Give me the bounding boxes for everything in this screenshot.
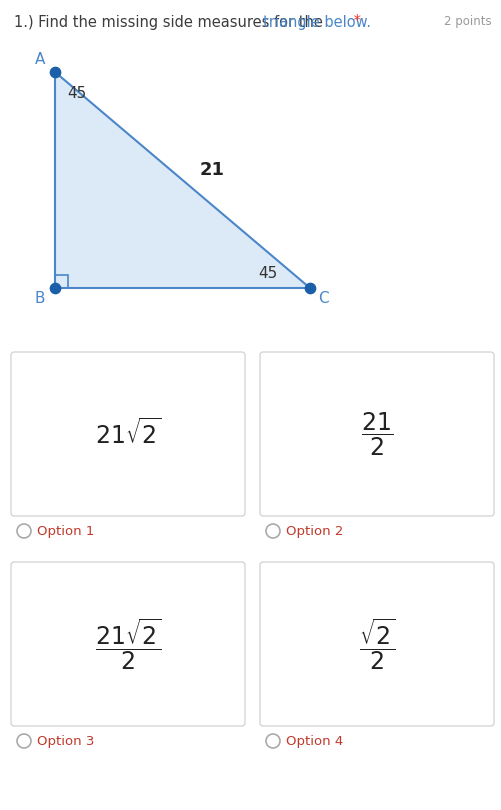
Polygon shape	[55, 72, 310, 288]
FancyBboxPatch shape	[260, 352, 493, 516]
Text: Option 2: Option 2	[286, 525, 343, 538]
Text: *: *	[349, 15, 361, 29]
FancyBboxPatch shape	[11, 352, 244, 516]
FancyBboxPatch shape	[260, 562, 493, 726]
Text: 21: 21	[199, 161, 224, 179]
Text: A: A	[35, 52, 45, 67]
Text: triangle below.: triangle below.	[262, 15, 370, 29]
Point	[51, 66, 59, 79]
Text: 45: 45	[67, 87, 86, 101]
Text: Option 3: Option 3	[37, 735, 94, 748]
Text: $21\sqrt{2}$: $21\sqrt{2}$	[95, 419, 161, 450]
Point	[306, 282, 314, 295]
Point	[51, 282, 59, 295]
Text: 2 points: 2 points	[443, 15, 491, 28]
Text: 45: 45	[258, 266, 277, 282]
Text: $\dfrac{\sqrt{2}}{2}$: $\dfrac{\sqrt{2}}{2}$	[358, 616, 395, 672]
Text: Option 4: Option 4	[286, 735, 343, 748]
Text: Option 1: Option 1	[37, 525, 94, 538]
Text: 1.) Find the missing side measures for the: 1.) Find the missing side measures for t…	[14, 15, 327, 29]
FancyBboxPatch shape	[11, 562, 244, 726]
Text: B: B	[35, 291, 45, 306]
Text: $\dfrac{21}{2}$: $\dfrac{21}{2}$	[360, 411, 392, 458]
Text: $\dfrac{21\sqrt{2}}{2}$: $\dfrac{21\sqrt{2}}{2}$	[95, 616, 161, 672]
Text: C: C	[317, 291, 328, 306]
